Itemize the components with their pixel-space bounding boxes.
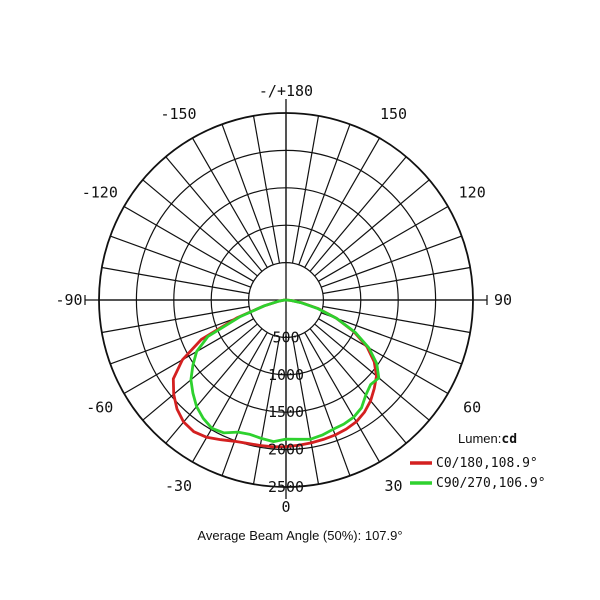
ring-label: 2000 bbox=[268, 441, 304, 459]
series-line-1 bbox=[189, 298, 381, 443]
legend: Lumen:cd C0/180,108.9° C90/270,106.9° bbox=[410, 431, 546, 491]
angle-label: -30 bbox=[165, 477, 192, 495]
series-layer bbox=[171, 298, 381, 449]
legend-unit-value: cd bbox=[501, 432, 517, 447]
angle-label: 30 bbox=[384, 477, 402, 495]
ring-label: 2500 bbox=[268, 478, 304, 496]
polar-grid bbox=[84, 99, 488, 499]
legend-label-c0: C0/180,108.9° bbox=[436, 456, 538, 471]
angle-label: 90 bbox=[494, 291, 512, 309]
ring-label: 500 bbox=[272, 328, 299, 346]
angle-label: 0 bbox=[281, 498, 290, 516]
ring-label: 1500 bbox=[268, 403, 304, 421]
angle-label: -120 bbox=[82, 184, 118, 202]
ring-label: 1000 bbox=[268, 366, 304, 384]
angle-label: -60 bbox=[86, 399, 113, 417]
legend-unit-label: Lumen: bbox=[458, 431, 501, 446]
angle-label: 120 bbox=[459, 184, 486, 202]
angle-labels: -/+180 150 -150 120 -120 90 -90 60 -60 30 -30 0 bbox=[55, 82, 512, 516]
legend-label-c90: C90/270,106.9° bbox=[436, 476, 546, 491]
angle-label: -/+180 bbox=[259, 82, 313, 100]
legend-title: Lumen:cd bbox=[458, 431, 517, 447]
angle-label: 150 bbox=[380, 105, 407, 123]
ring-labels: 500 1000 1500 2000 2500 bbox=[268, 328, 304, 496]
angle-label: -150 bbox=[160, 105, 196, 123]
angle-label: 60 bbox=[463, 399, 481, 417]
angle-label: -90 bbox=[55, 291, 82, 309]
beam-angle-caption: Average Beam Angle (50%): 107.9° bbox=[197, 528, 403, 543]
